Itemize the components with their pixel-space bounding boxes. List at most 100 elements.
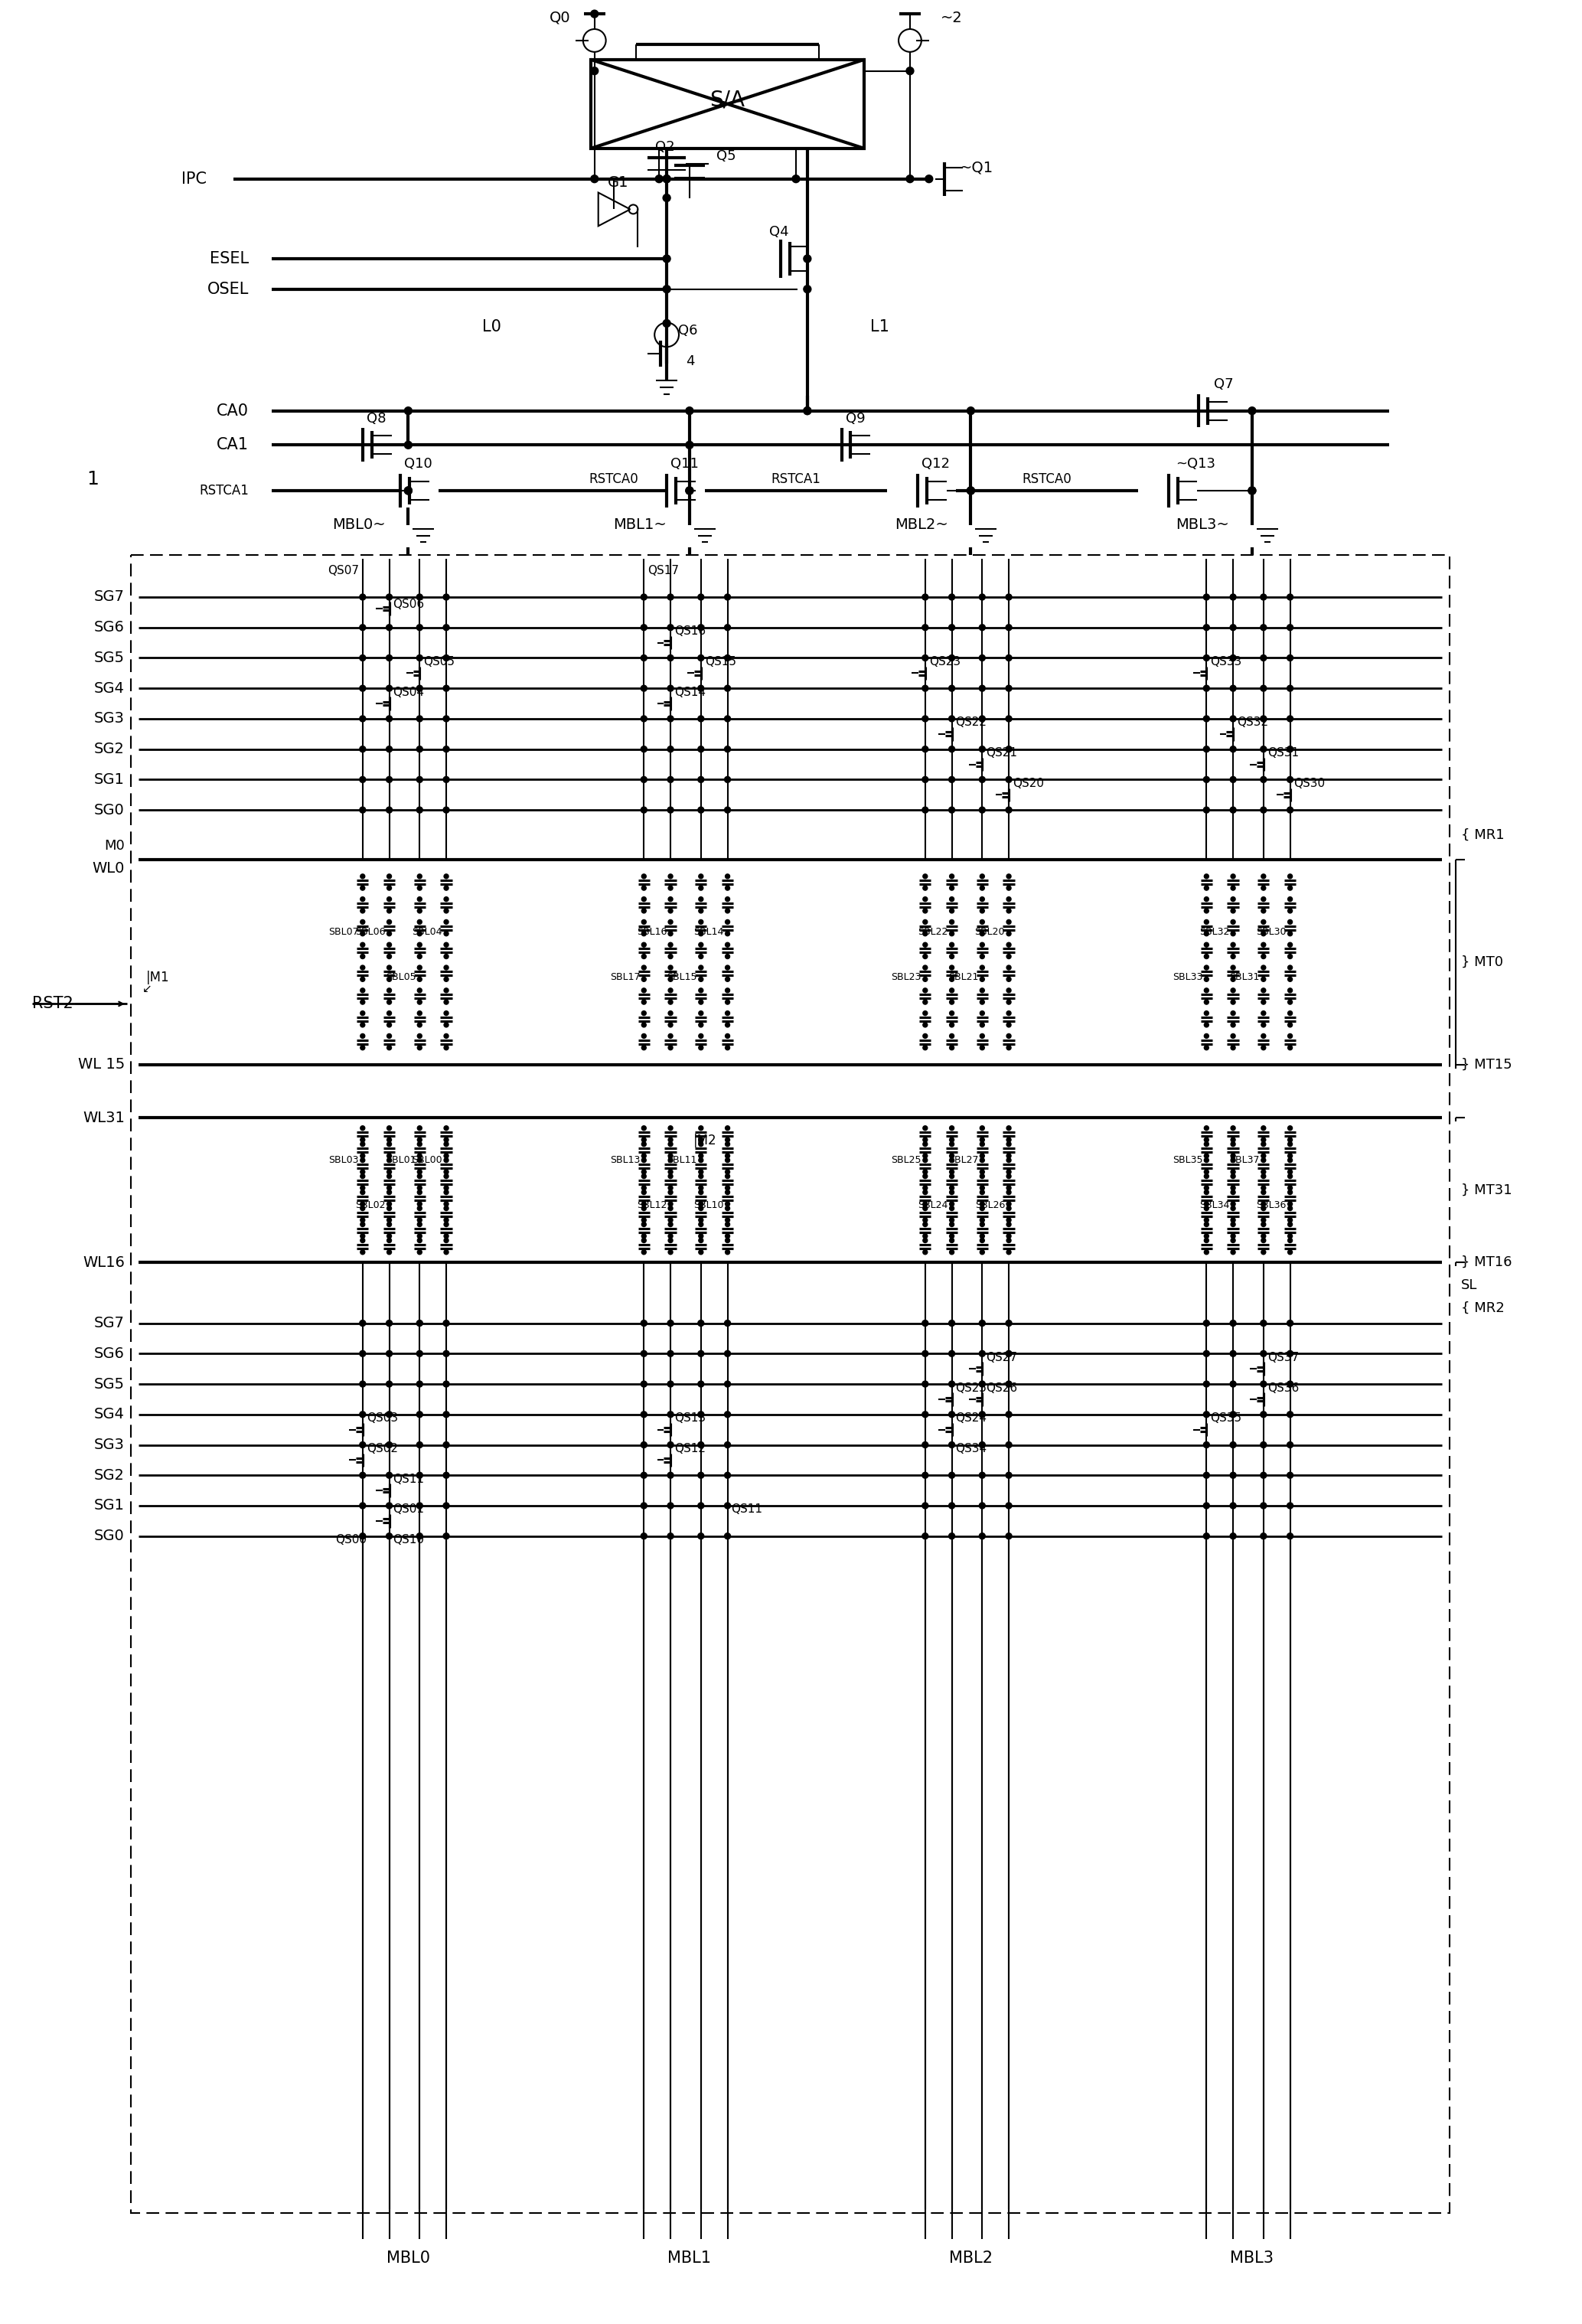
Circle shape [443, 1534, 449, 1538]
Circle shape [1006, 1250, 1011, 1255]
Circle shape [668, 1023, 672, 1027]
Circle shape [725, 1202, 729, 1206]
Circle shape [445, 1190, 449, 1195]
Circle shape [699, 944, 702, 948]
Circle shape [642, 1234, 645, 1239]
Text: SBL32: SBL32 [1199, 927, 1229, 937]
Circle shape [1231, 1250, 1236, 1255]
Circle shape [668, 1239, 672, 1243]
Circle shape [979, 1350, 986, 1357]
Circle shape [979, 1125, 984, 1129]
Text: ↙: ↙ [142, 983, 152, 995]
Circle shape [1231, 1534, 1236, 1538]
Circle shape [642, 1169, 645, 1174]
Circle shape [388, 1023, 391, 1027]
Circle shape [979, 909, 984, 913]
Circle shape [1288, 1169, 1292, 1174]
Circle shape [949, 976, 954, 981]
Circle shape [1006, 897, 1011, 902]
Circle shape [418, 976, 422, 981]
Circle shape [1231, 988, 1236, 992]
Circle shape [641, 1380, 647, 1387]
Circle shape [1288, 1153, 1292, 1157]
Circle shape [725, 874, 729, 878]
Circle shape [1006, 885, 1011, 890]
Circle shape [925, 174, 933, 184]
Circle shape [922, 1380, 929, 1387]
Circle shape [1231, 999, 1236, 1004]
Circle shape [922, 1534, 929, 1538]
Circle shape [418, 955, 422, 960]
Circle shape [1288, 776, 1292, 783]
Circle shape [979, 1222, 984, 1227]
Circle shape [388, 976, 391, 981]
Circle shape [949, 1034, 954, 1039]
Circle shape [979, 686, 986, 690]
Circle shape [1231, 1222, 1236, 1227]
Circle shape [668, 1125, 672, 1129]
Circle shape [922, 1239, 927, 1243]
Circle shape [359, 1534, 365, 1538]
Circle shape [388, 1141, 391, 1146]
Text: QS07: QS07 [327, 565, 359, 576]
Circle shape [1288, 999, 1292, 1004]
Text: OSEL: OSEL [207, 281, 248, 297]
Circle shape [793, 174, 800, 184]
Circle shape [698, 1441, 704, 1448]
Circle shape [949, 1222, 954, 1227]
Text: QS03: QS03 [367, 1413, 399, 1425]
Circle shape [979, 1234, 984, 1239]
Circle shape [949, 955, 954, 960]
Circle shape [642, 1153, 645, 1157]
Circle shape [949, 1504, 956, 1508]
Text: SBL22: SBL22 [918, 927, 948, 937]
Circle shape [1261, 1411, 1267, 1418]
Circle shape [699, 999, 702, 1004]
Circle shape [725, 1504, 731, 1508]
Circle shape [359, 1411, 365, 1418]
Circle shape [949, 1153, 954, 1157]
Circle shape [949, 932, 954, 937]
Circle shape [668, 909, 672, 913]
Circle shape [1261, 1380, 1267, 1387]
Text: Q8: Q8 [367, 411, 386, 425]
Circle shape [388, 1169, 391, 1174]
Circle shape [979, 1239, 984, 1243]
Circle shape [1231, 1046, 1236, 1050]
Circle shape [725, 999, 729, 1004]
Text: QS02: QS02 [367, 1443, 397, 1455]
Text: RSTCA1: RSTCA1 [770, 472, 821, 486]
Circle shape [698, 806, 704, 813]
Circle shape [1006, 1222, 1011, 1227]
Circle shape [418, 1157, 422, 1162]
Circle shape [979, 1141, 984, 1146]
Circle shape [1261, 1157, 1266, 1162]
Circle shape [979, 988, 984, 992]
Circle shape [922, 999, 927, 1004]
Circle shape [1261, 1169, 1266, 1174]
Circle shape [1231, 595, 1236, 600]
Text: QS06: QS06 [392, 600, 424, 611]
Circle shape [416, 625, 422, 630]
Circle shape [1204, 909, 1209, 913]
Circle shape [641, 1504, 647, 1508]
Circle shape [949, 909, 954, 913]
Circle shape [642, 885, 645, 890]
Circle shape [1231, 944, 1236, 948]
Circle shape [668, 686, 674, 690]
Circle shape [418, 1034, 422, 1039]
Text: ~Q1: ~Q1 [959, 160, 993, 174]
Circle shape [1204, 1234, 1209, 1239]
Circle shape [1006, 1136, 1011, 1141]
Text: SBL04: SBL04 [413, 927, 443, 937]
Circle shape [699, 1174, 702, 1178]
Circle shape [1288, 1136, 1292, 1141]
Circle shape [1204, 1136, 1209, 1141]
Circle shape [641, 806, 647, 813]
Circle shape [642, 1125, 645, 1129]
Circle shape [1204, 1153, 1209, 1157]
Circle shape [642, 1011, 645, 1016]
Circle shape [445, 1218, 449, 1222]
Circle shape [1231, 1234, 1236, 1239]
Text: SBL33: SBL33 [1172, 971, 1202, 983]
